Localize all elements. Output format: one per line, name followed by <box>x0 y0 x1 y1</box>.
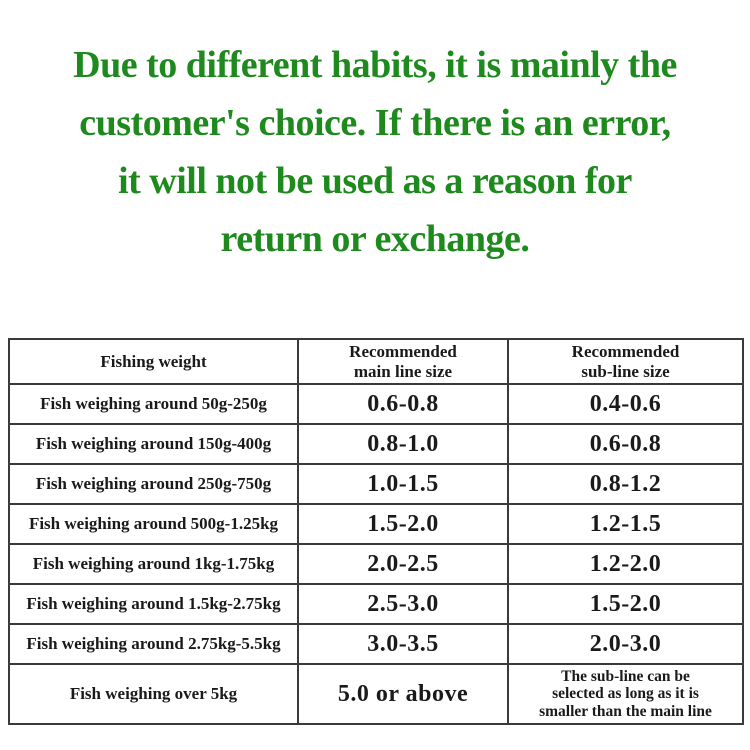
fishing-weight-cell: Fish weighing around 1kg-1.75kg <box>8 543 299 585</box>
sub-line-size-cell: 1.2-2.0 <box>507 543 744 585</box>
table-row: Fish weighing over 5kg 5.0 or above The … <box>8 663 744 725</box>
line-size-table: Fishing weight Recommended main line siz… <box>8 338 744 725</box>
disclaimer-line-3: it will not be used as a reason for <box>118 160 632 202</box>
table-row: Fish weighing around 50g-250g 0.6-0.8 0.… <box>8 383 744 425</box>
sub-line-size-cell: 1.2-1.5 <box>507 503 744 545</box>
table-row: Fish weighing around 1.5kg-2.75kg 2.5-3.… <box>8 583 744 625</box>
fishing-weight-cell: Fish weighing around 150g-400g <box>8 423 299 465</box>
table-header-row: Fishing weight Recommended main line siz… <box>8 338 744 385</box>
column-header-fishing-weight: Fishing weight <box>8 338 299 385</box>
sub-line-size-cell: 0.4-0.6 <box>507 383 744 425</box>
fishing-weight-cell: Fish weighing around 250g-750g <box>8 463 299 505</box>
sub-line-size-cell: 1.5-2.0 <box>507 583 744 625</box>
main-line-size-cell: 1.5-2.0 <box>297 503 509 545</box>
fishing-weight-cell: Fish weighing around 2.75kg-5.5kg <box>8 623 299 665</box>
sub-line-size-cell: 0.6-0.8 <box>507 423 744 465</box>
table-row: Fish weighing around 250g-750g 1.0-1.5 0… <box>8 463 744 505</box>
disclaimer-line-2: customer's choice. If there is an error, <box>79 102 671 144</box>
main-line-size-cell: 2.5-3.0 <box>297 583 509 625</box>
fishing-weight-cell: Fish weighing around 50g-250g <box>8 383 299 425</box>
column-header-sub-line-size: Recommended sub-line size <box>507 338 744 385</box>
table-row: Fish weighing around 2.75kg-5.5kg 3.0-3.… <box>8 623 744 665</box>
table-row: Fish weighing around 500g-1.25kg 1.5-2.0… <box>8 503 744 545</box>
main-line-size-cell: 3.0-3.5 <box>297 623 509 665</box>
disclaimer-heading: Due to different habits, it is mainly th… <box>0 36 750 268</box>
main-line-size-cell: 1.0-1.5 <box>297 463 509 505</box>
table-row: Fish weighing around 1kg-1.75kg 2.0-2.5 … <box>8 543 744 585</box>
fishing-weight-cell: Fish weighing over 5kg <box>8 663 299 725</box>
fishing-weight-cell: Fish weighing around 1.5kg-2.75kg <box>8 583 299 625</box>
main-line-size-cell: 0.6-0.8 <box>297 383 509 425</box>
main-line-size-cell: 5.0 or above <box>297 663 509 725</box>
sub-line-note-cell: The sub-line can be selected as long as … <box>507 663 744 725</box>
fishing-weight-cell: Fish weighing around 500g-1.25kg <box>8 503 299 545</box>
main-line-size-cell: 0.8-1.0 <box>297 423 509 465</box>
sub-line-size-cell: 2.0-3.0 <box>507 623 744 665</box>
disclaimer-line-1: Due to different habits, it is mainly th… <box>73 44 677 86</box>
sub-line-size-cell: 0.8-1.2 <box>507 463 744 505</box>
table-row: Fish weighing around 150g-400g 0.8-1.0 0… <box>8 423 744 465</box>
column-header-main-line-size: Recommended main line size <box>297 338 509 385</box>
main-line-size-cell: 2.0-2.5 <box>297 543 509 585</box>
disclaimer-line-4: return or exchange. <box>220 218 530 260</box>
